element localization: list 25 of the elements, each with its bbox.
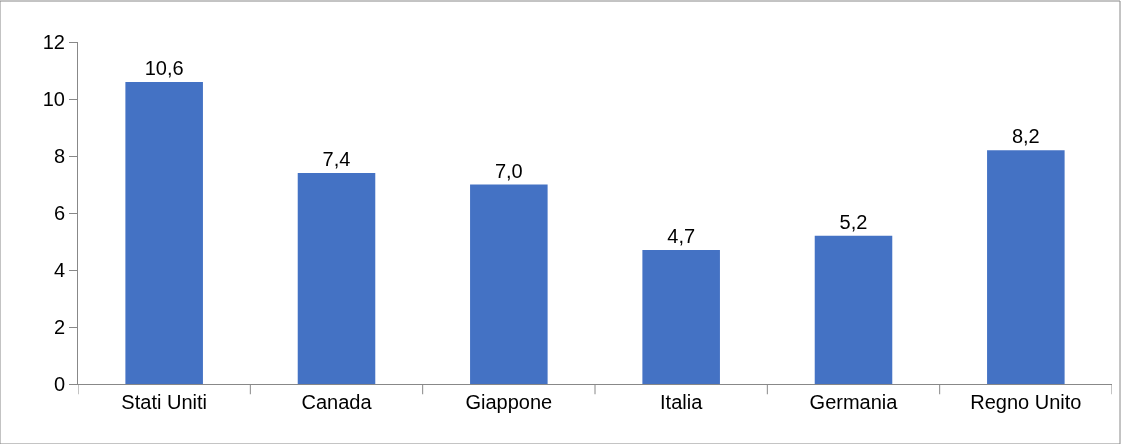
data-label: 8,2 bbox=[1011, 125, 1040, 148]
bar bbox=[987, 150, 1065, 384]
x-tick-label: Italia bbox=[660, 391, 704, 413]
data-label: 7,0 bbox=[494, 159, 523, 182]
x-tick-label: Germania bbox=[809, 391, 899, 413]
data-label: 4,7 bbox=[667, 225, 696, 248]
bar bbox=[125, 81, 203, 384]
data-label: 5,2 bbox=[839, 210, 868, 233]
bar bbox=[470, 184, 548, 384]
x-tick-label: Canada bbox=[301, 391, 373, 413]
bar bbox=[642, 250, 720, 384]
y-tick-label: 8 bbox=[53, 145, 65, 167]
bar bbox=[814, 235, 893, 384]
data-label: 7,4 bbox=[322, 148, 351, 171]
y-tick-label: 10 bbox=[42, 88, 65, 110]
x-tick-label: Regno Unito bbox=[970, 391, 1082, 413]
data-label: 10,6 bbox=[144, 56, 184, 79]
y-tick-label: 0 bbox=[53, 373, 65, 395]
y-tick-label: 6 bbox=[53, 202, 65, 224]
x-tick-label: Stati Uniti bbox=[121, 391, 207, 413]
y-tick-label: 12 bbox=[42, 31, 65, 53]
x-tick-label: Giappone bbox=[465, 391, 553, 413]
y-tick-label: 4 bbox=[53, 259, 65, 281]
y-tick-label: 2 bbox=[53, 316, 65, 338]
bar bbox=[297, 173, 376, 384]
